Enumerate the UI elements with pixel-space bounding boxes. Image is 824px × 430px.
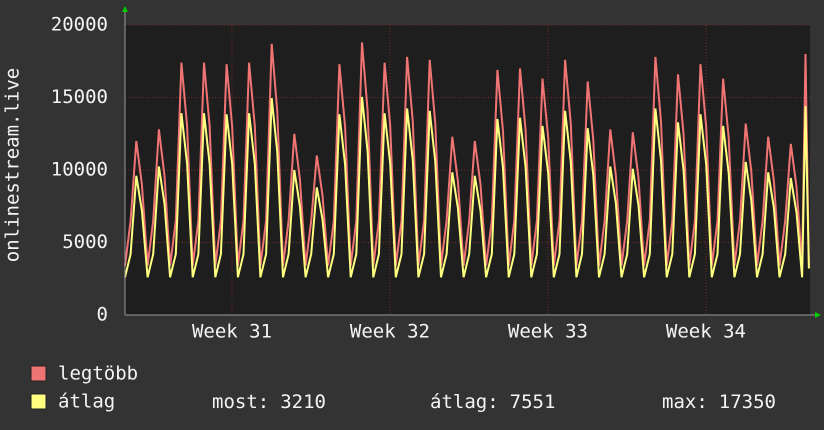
stat-value: 7551 [510,391,556,413]
y-tick-label: 0 [97,304,108,326]
x-tick-label: Week 34 [666,321,746,343]
stat-label: most: [212,391,269,413]
y-tick-label: 5000 [62,231,108,253]
series-line [124,96,810,278]
series-line [124,42,810,268]
stat-label: átlag: [430,391,499,413]
stat: átlag: 7551 [430,391,555,413]
x-tick-label: Week 31 [192,321,272,343]
legend-swatch [30,393,47,410]
lines [124,42,810,278]
stat-value: 3210 [280,391,326,413]
x-tick-label: Week 33 [508,321,588,343]
stat-label: max: [662,391,708,413]
stat: most: 3210 [212,391,326,413]
stat: max: 17350 [662,391,776,413]
y-tick-label: 10000 [51,159,108,181]
legend-swatch [30,365,47,382]
x-tick-label: Week 32 [350,321,430,343]
y-tick-label: 20000 [51,14,108,36]
legend: legtöbb átlag most: 3210 átlag: 7551 max: 17350 [30,363,776,413]
y-arrow [122,6,128,12]
stat-value: 17350 [719,391,776,413]
legend-label: legtöbb [58,363,138,385]
x-arrow [815,312,821,318]
y-tick-label: 15000 [51,86,108,108]
legend-label: átlag [58,391,115,413]
y-axis-label: onlinestream.live [2,68,24,262]
